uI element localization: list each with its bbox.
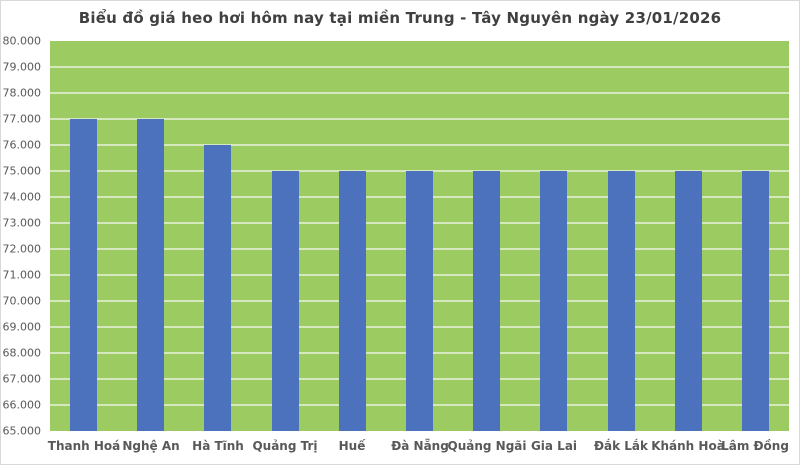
bar (204, 145, 231, 431)
plot-area (50, 41, 789, 431)
bar (742, 171, 769, 431)
gridline (50, 92, 789, 94)
bar (608, 171, 635, 431)
y-tick-label: 71.000 (2, 268, 42, 282)
x-category-label: Khánh Hoà (651, 439, 725, 453)
x-category-label: Quảng Ngãi (447, 439, 527, 453)
x-category-label: Thanh Hoá (47, 439, 121, 453)
x-category-label: Quảng Trị (252, 439, 318, 453)
y-tick-label: 76.000 (2, 138, 42, 152)
x-category-label: Đà Nẵng (391, 439, 449, 453)
gridline (50, 66, 789, 68)
x-category-label: Gia Lai (530, 439, 578, 453)
x-category-label: Hà Tĩnh (192, 439, 244, 453)
gridline (50, 144, 789, 146)
y-tick-label: 75.000 (2, 164, 42, 178)
y-tick-label: 73.000 (2, 216, 42, 230)
bar (406, 171, 433, 431)
x-axis: Thanh Hoá Nghệ An Hà Tĩnh Quảng Trị Huế Đà Nẵ… (47, 433, 789, 463)
y-tick-label: 65.000 (2, 424, 42, 438)
gridline (50, 118, 789, 120)
y-tick-label: 74.000 (2, 190, 42, 204)
y-tick-label: 68.000 (2, 346, 42, 360)
bar (339, 171, 366, 431)
bar (70, 119, 97, 431)
bar (272, 171, 299, 431)
x-category-label: Nghệ An (122, 439, 180, 453)
y-tick-label: 66.000 (2, 398, 42, 412)
y-tick-label: 72.000 (2, 242, 42, 256)
y-tick-label: 67.000 (2, 372, 42, 386)
x-category-label: Lâm Đồng (721, 439, 789, 453)
bar (675, 171, 702, 431)
bar (540, 171, 567, 431)
y-tick-label: 78.000 (2, 86, 42, 100)
y-tick-label: 69.000 (2, 320, 42, 334)
bar (473, 171, 500, 431)
x-category-label: Đắk Lắk (593, 439, 649, 453)
x-category-label: Huế (338, 439, 366, 453)
y-tick-label: 70.000 (2, 294, 42, 308)
y-axis: 65.000 66.000 67.000 68.000 69.000 70.000 71.0… (1, 35, 45, 438)
y-tick-label: 77.000 (2, 112, 42, 126)
y-tick-label: 80.000 (2, 34, 42, 48)
y-tick-label: 79.000 (2, 60, 42, 74)
chart-title: Biểu đồ giá heo hơi hôm nay tại miền Tru… (78, 9, 722, 27)
bar (137, 119, 164, 431)
